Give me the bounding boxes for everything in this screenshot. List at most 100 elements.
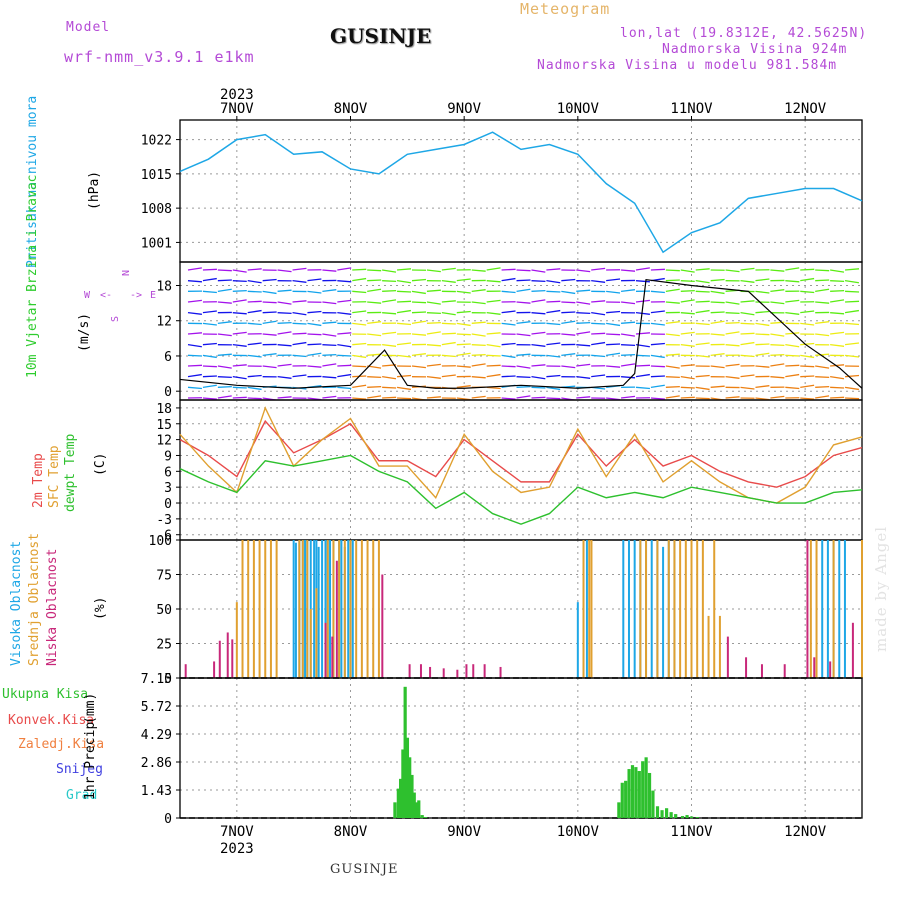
wind-barb <box>725 363 740 367</box>
wind-barb <box>635 386 651 390</box>
wind-barb <box>247 300 262 303</box>
ytick-label-cloud: 0 <box>164 672 172 687</box>
wind-barb <box>486 267 501 271</box>
station-title: GUSINJE <box>330 24 432 48</box>
wind-barb <box>710 385 725 388</box>
wind-barb <box>217 321 232 324</box>
wind-barb <box>292 267 307 271</box>
precip-bar <box>660 810 664 818</box>
wind-barb <box>471 321 486 324</box>
wind-barb <box>695 268 710 271</box>
wind-barb <box>367 376 382 379</box>
ytick-label-cloud: 50 <box>156 603 172 618</box>
wind-barb <box>352 384 367 388</box>
wind-barb <box>307 333 322 336</box>
precip-legend-1: Konvek.Kisa <box>8 713 94 728</box>
wind-barb <box>561 353 576 356</box>
pressure-ylabel: Pritisak na nivou mora <box>25 96 40 268</box>
wind-barb <box>441 374 456 378</box>
wind-barb <box>621 321 636 324</box>
wind-barb <box>606 322 621 327</box>
wind-barb <box>621 353 636 356</box>
wind-barb <box>635 373 650 378</box>
wind-barb <box>800 365 815 368</box>
wind-barb <box>815 333 830 337</box>
wind-barb <box>576 376 591 379</box>
wind-barb <box>456 290 471 294</box>
wind-barb <box>785 373 800 378</box>
wind-barb <box>411 278 427 282</box>
wind-barb <box>247 397 262 400</box>
wind-barb <box>830 331 845 335</box>
wind-barb <box>367 385 382 388</box>
wind-barb <box>815 395 830 399</box>
wind-barb <box>456 322 471 327</box>
wind-barb <box>426 289 441 292</box>
wind-barb <box>785 299 800 303</box>
wind-barb <box>441 280 456 283</box>
ytick-label-temperature: -3 <box>156 513 172 528</box>
wind-barb <box>202 397 217 400</box>
wind-barb <box>322 353 337 356</box>
precip-ylabel: 1hr Precip <box>83 722 98 800</box>
xtick-top-label: 7NOV <box>220 101 254 117</box>
wind-barb <box>770 363 785 367</box>
wind-barb <box>456 310 471 314</box>
wind-barb <box>397 397 412 400</box>
ytick-label-cloud: 25 <box>156 638 172 653</box>
wind-barb <box>546 386 561 391</box>
wind-barb <box>740 386 755 390</box>
wind-barb <box>591 300 606 303</box>
wind-barb <box>546 290 561 293</box>
wind-barb <box>606 365 621 368</box>
ytick-label-wind: 0 <box>164 385 172 400</box>
wind-barb <box>650 375 665 378</box>
wind-barb <box>367 321 382 324</box>
wind-barb <box>815 321 830 324</box>
precip-bar <box>405 737 410 818</box>
wind-barb <box>217 385 232 388</box>
wind-barb <box>695 280 710 284</box>
wind-barb <box>815 301 830 304</box>
ytick-label-temperature: 12 <box>156 434 172 449</box>
wind-barb <box>411 320 426 324</box>
wind-barb <box>456 278 471 282</box>
wind-barb <box>516 385 531 388</box>
wind-barb <box>815 385 830 388</box>
wind-barb <box>531 280 546 283</box>
wind-barb <box>695 354 710 358</box>
wind-barb <box>337 299 352 303</box>
wind-barb <box>546 397 561 400</box>
wind-barb <box>292 312 307 316</box>
wind-barb <box>591 312 606 316</box>
precip-bar <box>420 815 424 818</box>
ytick-label-precipitation: 5.72 <box>141 700 172 715</box>
wind-barb <box>680 269 695 273</box>
wind-barb <box>232 280 247 283</box>
wind-barb <box>755 333 770 336</box>
wind-barb <box>725 312 740 315</box>
wind-barb <box>755 310 770 314</box>
ytick-label-temperature: 15 <box>156 418 172 433</box>
wind-barb <box>396 309 412 314</box>
sfc-ylabel: SFC Temp <box>47 445 62 508</box>
wind-barb <box>441 267 456 271</box>
wind-barb <box>680 396 695 399</box>
wind-barb <box>785 364 800 367</box>
wind-barb <box>262 320 277 324</box>
wind-barb <box>337 364 352 367</box>
wind-barb <box>382 289 397 292</box>
wind-barb <box>382 269 397 273</box>
wind-barb <box>516 376 531 379</box>
ytick-label-precipitation: 7.15 <box>141 672 172 687</box>
wind-barb <box>277 376 292 379</box>
wind-barb <box>650 354 665 359</box>
wind-barb <box>725 331 740 335</box>
precip-bar <box>401 749 405 818</box>
wind-barb <box>486 354 501 357</box>
wind-barb <box>217 301 232 304</box>
ytick-label-temperature: -6 <box>156 529 172 544</box>
wind-barb <box>665 376 680 379</box>
wind-barb <box>830 364 845 367</box>
precip-legend-3: Snijeg <box>56 762 103 777</box>
